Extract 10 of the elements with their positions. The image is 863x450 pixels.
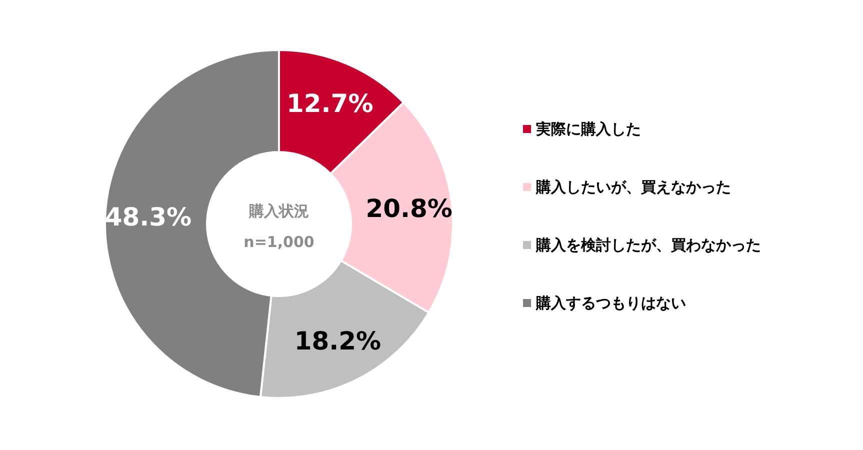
data-label: 20.8% (366, 194, 452, 223)
legend-label: 購入するつもりはない (535, 294, 686, 312)
text: 購入状況 (248, 202, 309, 220)
data-label: 48.3% (104, 202, 192, 232)
legend-label: 購入を検討したが、買わなかった (535, 236, 761, 254)
data-label: 18.2% (294, 326, 382, 356)
text: n=1,000 (244, 233, 314, 251)
legend-label: 実際に購入した (535, 120, 641, 138)
data-label: 12.7% (286, 88, 374, 118)
legend-label: 購入したいが、買えなかった (535, 178, 731, 196)
